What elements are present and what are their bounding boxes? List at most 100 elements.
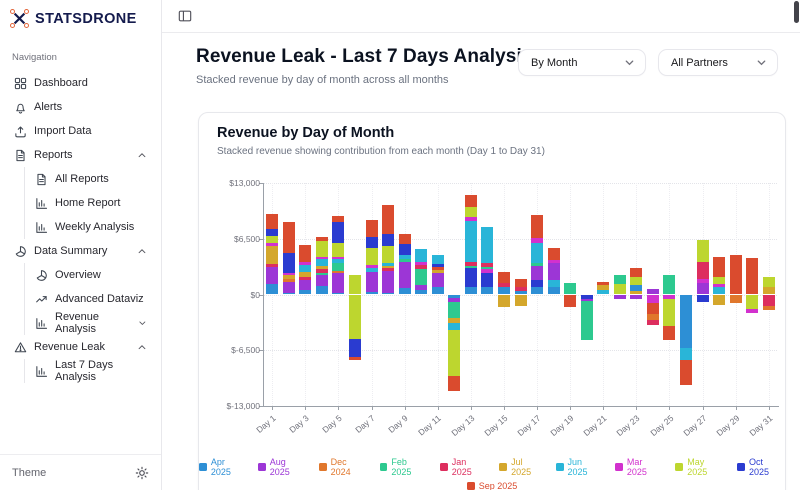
v-gridline: [371, 183, 373, 406]
x-axis-tick: [272, 406, 274, 410]
bar-segment-day13-feb-2025: [464, 265, 477, 269]
bar-segment-day2-dec-2024: [282, 278, 295, 282]
bar-segment-day20-feb-2025: [580, 300, 593, 340]
sidebar-item-advanced-dataviz[interactable]: Advanced Dataviz: [24, 287, 153, 311]
bar-segment-day27-aug-2025: [696, 282, 709, 295]
barchart-icon: [35, 197, 48, 210]
bar-segment-day6-sep-2025: [349, 357, 362, 360]
bar-segment-day28-sep-2025: [713, 256, 726, 278]
sidebar-item-reports[interactable]: Reports: [8, 143, 153, 167]
sidebar-item-overview[interactable]: Overview: [24, 263, 153, 287]
sidebar-item-revenue-analysis[interactable]: Revenue Analysis: [24, 311, 153, 335]
x-axis-tick: [735, 406, 737, 410]
brand-logo[interactable]: STATSDRONE: [0, 0, 161, 38]
page-scrollbar[interactable]: [793, 0, 800, 490]
bar-segment-day8-aug-2025: [382, 270, 395, 294]
sidebar-item-home-report[interactable]: Home Report: [24, 191, 153, 215]
y-axis-label: $6,500: [234, 233, 260, 244]
bar-segment-day5-may-2025: [332, 243, 345, 257]
trend-icon: [35, 293, 48, 306]
sidebar-item-label: Data Summary: [34, 245, 108, 257]
bar-segment-day1-oct-2025: [266, 229, 279, 236]
legend-item-jan-2025[interactable]: Jan 2025: [439, 457, 488, 477]
legend-swatch: [555, 463, 564, 471]
sun-icon[interactable]: [135, 466, 149, 480]
sidebar-toggle-button[interactable]: [176, 7, 194, 25]
bar-segment-day2-mar-2025: [282, 272, 295, 276]
bar-segment-day25-sep-2025: [663, 326, 676, 340]
legend-item-feb-2025[interactable]: Feb 2025: [379, 457, 429, 477]
legend-item-sep-2025[interactable]: Sep 2025: [466, 481, 517, 490]
bar-segment-day31-jul-2025: [762, 286, 775, 295]
sidebar-item-data-summary[interactable]: Data Summary: [8, 239, 153, 263]
legend-item-jul-2025[interactable]: Jul 2025: [499, 457, 544, 477]
legend-item-apr-2025[interactable]: Apr 2025: [199, 457, 247, 477]
bar-segment-day23-jul-2025: [630, 291, 643, 295]
sidebar-item-all-reports[interactable]: All Reports: [24, 167, 153, 191]
v-gridline: [603, 183, 605, 406]
bar-segment-day4-sep-2025: [315, 236, 328, 241]
dashboard-icon: [14, 77, 27, 90]
sidebar-item-label: Alerts: [34, 101, 63, 113]
bar-segment-day28-mar-2025: [713, 283, 726, 287]
bar-segment-day13-apr-2025: [464, 286, 477, 295]
sidebar-item-alerts[interactable]: Alerts: [8, 95, 153, 119]
bar-segment-day5-dec-2024: [332, 270, 345, 274]
nav-section-label: Navigation: [12, 52, 57, 63]
bar-segment-day13-mar-2025: [464, 216, 477, 222]
legend-item-oct-2025[interactable]: Oct 2025: [737, 457, 785, 477]
bar-segment-day4-feb-2025: [315, 272, 328, 276]
bar-segment-day1-jan-2025: [266, 263, 279, 267]
partners-select[interactable]: All Partners: [658, 49, 778, 76]
bar-segment-day14-feb-2025: [481, 266, 494, 270]
bar-segment-day1-mar-2025: [266, 243, 279, 247]
bar-segment-day25-feb-2025: [663, 274, 676, 295]
sidebar-item-import-data[interactable]: Import Data: [8, 119, 153, 143]
y-axis-label: $0: [250, 289, 260, 300]
bar-segment-day11-jul-2025: [431, 269, 444, 274]
sidebar-item-dashboard[interactable]: Dashboard: [8, 71, 153, 95]
legend-item-aug-2025[interactable]: Aug 2025: [257, 457, 308, 477]
bar-segment-day4-aug-2025: [315, 275, 328, 286]
sidebar-item-label: Reports: [34, 149, 73, 161]
bar-segment-day28-jun-2025: [713, 286, 726, 295]
bar-segment-day21-sep-2025: [597, 281, 610, 285]
x-axis-label: Day 13: [449, 413, 477, 438]
bar-segment-day5-oct-2025: [332, 221, 345, 244]
bar-segment-day27-oct-2025: [696, 294, 709, 303]
sidebar-item-revenue-leak[interactable]: Revenue Leak: [8, 335, 153, 359]
file-icon: [14, 149, 27, 162]
legend-item-may-2025[interactable]: May 2025: [675, 457, 726, 477]
bar-segment-day5-sep-2025: [332, 216, 345, 222]
y-axis-tick: [259, 294, 263, 296]
sidebar-item-last-7-days-analysis[interactable]: Last 7 Days Analysis: [24, 359, 153, 383]
legend-item-jun-2025[interactable]: Jun 2025: [555, 457, 604, 477]
x-axis-label: Day 29: [714, 413, 742, 438]
bar-segment-day5-apr-2025: [332, 293, 345, 295]
bar-segment-day12-aug-2025: [448, 297, 461, 302]
bar-segment-day12-feb-2025: [448, 301, 461, 319]
bar-segment-day10-jun-2025: [415, 249, 428, 263]
group-by-select[interactable]: By Month: [518, 49, 646, 76]
bar-segment-day17-apr-2025: [531, 286, 544, 295]
legend-label: Jul 2025: [511, 457, 532, 477]
legend-item-dec-2024[interactable]: Dec 2024: [318, 457, 369, 477]
sidebar-item-weekly-analysis[interactable]: Weekly Analysis: [24, 215, 153, 239]
bar-segment-day8-jan-2025: [382, 268, 395, 271]
y-axis-tick: [259, 183, 263, 184]
bar-segment-day18-sep-2025: [547, 247, 560, 260]
bar-segment-day14-jun-2025: [481, 226, 494, 264]
legend-item-mar-2025[interactable]: Mar 2025: [614, 457, 664, 477]
x-axis-tick: [305, 406, 307, 410]
bar-segment-day14-jan-2025: [481, 263, 494, 267]
pie-icon: [14, 245, 27, 258]
scrollbar-thumb[interactable]: [794, 1, 799, 23]
sidebar-item-label: Dashboard: [34, 77, 88, 89]
chevron-down-icon: [138, 318, 147, 328]
chart-title: Revenue by Day of Month: [217, 125, 395, 141]
bar-segment-day1-apr-2025: [266, 283, 279, 295]
bar-segment-day3-jul-2025: [299, 271, 312, 277]
bar-segment-day10-feb-2025: [415, 269, 428, 285]
v-gridline: [470, 183, 472, 406]
revenue-chart-card: Revenue by Day of Month Stacked revenue …: [198, 112, 786, 490]
